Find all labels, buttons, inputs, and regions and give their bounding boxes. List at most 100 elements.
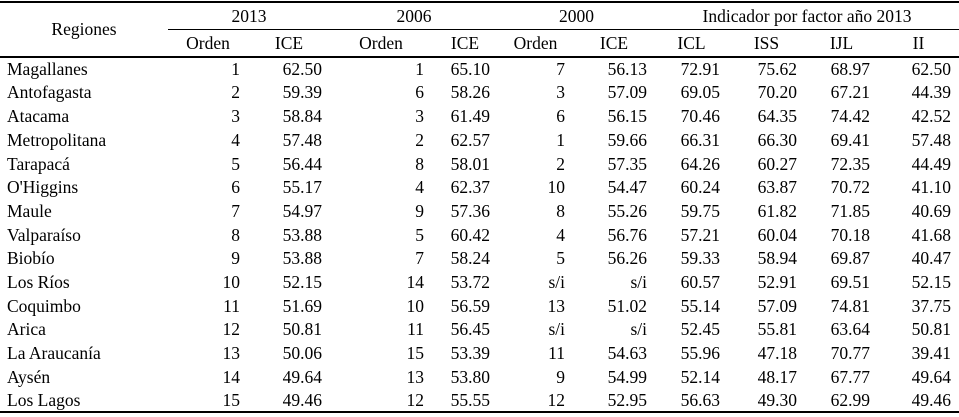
value-cell: 47.18 (757, 343, 797, 364)
table-row: Coquimbo 11 51.69 10 56.59 13 51.02 55.14 57.09 7… (0, 294, 959, 318)
region-name: Biobío (7, 248, 55, 269)
value-cell: 63.64 (830, 319, 870, 340)
table-row: Los Ríos 10 52.15 14 53.72 s/i s/i 60.57 52.91 69… (0, 270, 959, 294)
value-cell: 3 (415, 106, 424, 127)
column-header: II (878, 29, 959, 58)
column-header: Orden (168, 29, 248, 58)
value-cell: 41.10 (911, 177, 952, 198)
value-cell: 56.26 (607, 248, 647, 269)
value-cell: 3 (231, 106, 240, 127)
value-cell: 51.69 (282, 295, 322, 316)
value-cell: 50.06 (282, 343, 322, 364)
value-cell: 52.95 (607, 389, 647, 410)
value-cell: 56.76 (607, 224, 647, 245)
value-cell: 62.50 (282, 59, 322, 80)
value-cell: 15 (222, 389, 241, 410)
value-cell: 62.99 (830, 389, 870, 410)
table-row: Magallanes 1 62.50 1 65.10 7 56.13 72.91 75.62 68… (0, 57, 959, 81)
value-cell: 65.10 (450, 59, 490, 80)
value-cell: 57.21 (680, 224, 720, 245)
value-cell: 56.63 (680, 389, 720, 410)
value-cell: 74.42 (830, 106, 870, 127)
value-cell: 5 (556, 248, 565, 269)
column-header: IJL (805, 29, 878, 58)
value-cell: 5 (231, 153, 240, 174)
value-cell: 70.72 (830, 177, 870, 198)
column-header: ICE (248, 29, 330, 58)
table-row: Los Lagos 15 49.46 12 55.55 12 52.95 56.63 49.30… (0, 389, 959, 413)
value-cell: 60.27 (757, 153, 797, 174)
value-cell: 8 (231, 224, 240, 245)
value-cell: 10 (222, 271, 241, 292)
value-cell: 59.75 (680, 200, 720, 221)
value-cell: 54.97 (282, 200, 322, 221)
value-cell: 58.01 (450, 153, 490, 174)
value-cell: 53.88 (282, 248, 322, 269)
value-cell: 56.13 (607, 59, 647, 80)
value-cell: 63.87 (757, 177, 797, 198)
value-cell: 69.51 (830, 271, 870, 292)
region-name: Metropolitana (7, 129, 107, 150)
value-cell: 11 (407, 319, 424, 340)
value-cell: 44.39 (911, 82, 952, 103)
value-cell: 3 (556, 82, 565, 103)
column-header: ISS (728, 29, 805, 58)
column-header: ICL (655, 29, 728, 58)
value-cell: 52.14 (680, 366, 720, 387)
year-group-header: 2006 (330, 2, 498, 30)
value-cell: 69.05 (680, 82, 720, 103)
region-name: Tarapacá (7, 153, 70, 174)
value-cell: 49.64 (282, 366, 322, 387)
table-row: Antofagasta 2 59.39 6 58.26 3 57.09 69.05 70.20 6… (0, 81, 959, 105)
value-cell: 2 (415, 129, 424, 150)
value-cell: 8 (415, 153, 424, 174)
value-cell: 55.14 (680, 295, 720, 316)
value-cell: 11 (548, 343, 565, 364)
value-cell: 2 (556, 153, 565, 174)
value-cell: 59.66 (607, 129, 647, 150)
region-name: Los Ríos (7, 271, 70, 292)
value-cell: 56.59 (450, 295, 490, 316)
column-header: Orden (330, 29, 432, 58)
table-row: Atacama 3 58.84 3 61.49 6 56.15 70.46 64.35 74.42… (0, 104, 959, 128)
value-cell: s/i (630, 319, 647, 340)
value-cell: 42.52 (911, 106, 952, 127)
value-cell: 7 (556, 59, 565, 80)
value-cell: 37.75 (911, 295, 952, 316)
value-cell: 44.49 (911, 153, 952, 174)
value-cell: 55.96 (680, 343, 720, 364)
value-cell: 57.48 (282, 129, 322, 150)
value-cell: 71.85 (830, 200, 870, 221)
value-cell: 1 (231, 59, 240, 80)
value-cell: 59.33 (680, 248, 720, 269)
table-row: La Araucanía 13 50.06 15 53.39 11 54.63 55.96 47… (0, 341, 959, 365)
column-header: ICE (573, 29, 655, 58)
value-cell: 11 (223, 295, 240, 316)
value-cell: 58.94 (757, 248, 797, 269)
value-cell: 15 (406, 343, 425, 364)
value-cell: 58.84 (282, 106, 322, 127)
value-cell: 60.24 (680, 177, 720, 198)
region-name: Coquimbo (7, 295, 81, 316)
value-cell: 54.63 (607, 343, 647, 364)
value-cell: 69.41 (830, 129, 870, 150)
value-cell: 12 (547, 389, 566, 410)
region-name: Valparaíso (7, 224, 81, 245)
value-cell: 67.21 (830, 82, 870, 103)
region-name: Los Lagos (7, 389, 81, 410)
value-cell: s/i (630, 271, 647, 292)
value-cell: 56.45 (450, 319, 490, 340)
value-cell: 69.87 (830, 248, 870, 269)
value-cell: 13 (222, 343, 241, 364)
region-name: Maule (7, 200, 52, 221)
value-cell: 75.62 (757, 59, 797, 80)
column-header: ICE (432, 29, 498, 58)
value-cell: 55.17 (282, 177, 322, 198)
value-cell: 62.37 (450, 177, 490, 198)
value-cell: 40.47 (911, 248, 952, 269)
region-name: Antofagasta (7, 82, 92, 103)
value-cell: 7 (231, 200, 240, 221)
value-cell: 6 (415, 82, 424, 103)
value-cell: 2 (231, 82, 240, 103)
